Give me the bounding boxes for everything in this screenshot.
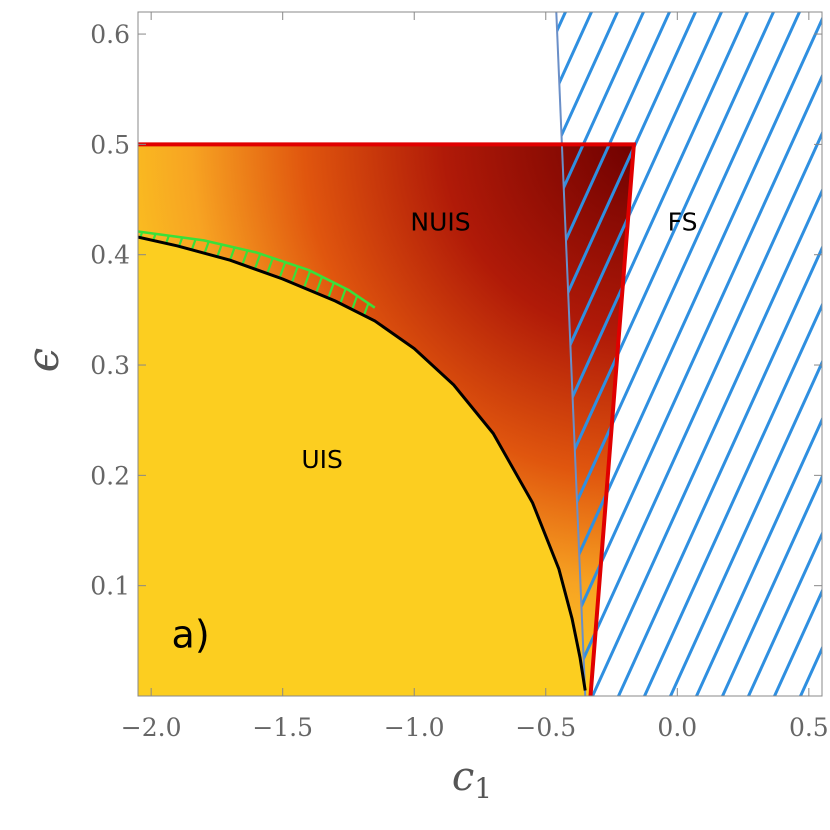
fs-hatch-line [556, 12, 676, 696]
fs-hatch-line [556, 12, 806, 696]
fs-hatch-line [586, 12, 822, 696]
fs-hatch-line [556, 12, 754, 696]
region-label-nuis: NUIS [410, 208, 470, 237]
y-tick-label: 0.6 [90, 20, 130, 49]
x-tick-label: −1.5 [252, 713, 313, 742]
green-hatch-line [78, 222, 118, 332]
fs-hatch-line [742, 12, 822, 696]
fs-hatch-line [638, 12, 822, 696]
x-tick-label: −2.0 [121, 713, 182, 742]
fs-boundary-line [555, 12, 587, 696]
fs-hatch-line [612, 12, 822, 696]
plot-frame [137, 11, 823, 697]
fs-hatch-line [556, 12, 702, 696]
green-hatch-line [92, 222, 132, 332]
y-tick-label: 0.3 [90, 351, 130, 380]
fs-hatch-line [716, 12, 822, 696]
uis-region [138, 237, 586, 696]
fs-hatch-line [664, 12, 822, 696]
fs-hatch-line [556, 12, 650, 696]
nuis-boundary-line [138, 142, 637, 696]
fs-hatch-line [560, 12, 822, 696]
uis-boundary-line [138, 235, 587, 691]
fs-hatch-line [820, 12, 822, 696]
x-tick-label: 0.5 [789, 713, 829, 742]
y-axis: 0.1 0.2 0.3 0.4 0.5 0.6 [90, 20, 822, 601]
x-tick-label: −1.0 [384, 713, 445, 742]
panel-label: a) [172, 613, 210, 657]
y-tick-label: 0.4 [90, 241, 130, 270]
y-tick-label: 0.1 [90, 572, 130, 601]
x-axis-label-main: c [452, 754, 474, 800]
y-axis-label: ϵ [18, 348, 69, 373]
green-hatch-line [356, 231, 375, 321]
fs-hatch-line [556, 12, 822, 696]
x-tick-label: 0.0 [657, 713, 697, 742]
x-axis-label: c1 [452, 754, 492, 805]
fs-hatch-line [556, 12, 624, 696]
x-axis: −2.0 −1.5 −1.0 −0.5 0.0 0.5 [121, 12, 829, 742]
region-label-uis: UIS [301, 445, 343, 474]
y-tick-label: 0.5 [90, 130, 130, 159]
region-label-fs: FS [668, 208, 698, 237]
x-axis-label-subscript: 1 [474, 772, 492, 805]
y-tick-label: 0.2 [90, 461, 130, 490]
green-hatch-outline [138, 230, 376, 309]
fs-hatch-line [690, 12, 822, 696]
x-tick-label: −0.5 [515, 713, 576, 742]
